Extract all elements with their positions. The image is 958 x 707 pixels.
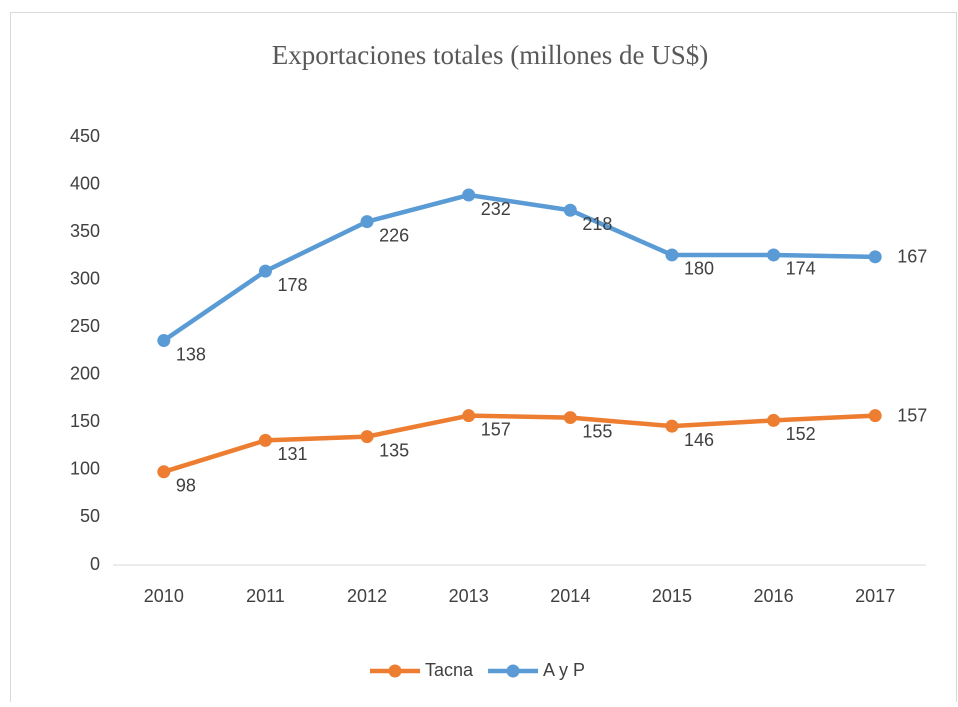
y-tick-label: 400: [70, 173, 100, 193]
data-label: 167: [897, 247, 927, 267]
data-label: 218: [582, 214, 612, 234]
x-tick-label: 2015: [652, 586, 692, 606]
legend-label: Tacna: [425, 660, 474, 680]
data-label: 146: [684, 430, 714, 450]
y-tick-label: 300: [70, 268, 100, 288]
chart-title: Exportaciones totales (millones de US$): [272, 40, 708, 70]
data-label: 98: [176, 476, 196, 496]
data-label: 180: [684, 259, 714, 279]
data-label: 152: [786, 424, 816, 444]
legend-marker: [506, 664, 520, 678]
data-label: 178: [277, 275, 307, 295]
point: [360, 430, 374, 444]
y-tick-label: 200: [70, 364, 100, 384]
x-tick-label: 2012: [347, 586, 387, 606]
y-tick-label: 250: [70, 316, 100, 336]
y-tick-label: 450: [70, 126, 100, 146]
point: [767, 248, 781, 262]
point: [868, 409, 882, 423]
y-tick-label: 150: [70, 411, 100, 431]
series-line: [162, 192, 876, 343]
data-label: 226: [379, 225, 409, 245]
point: [665, 248, 679, 262]
data-label: 138: [176, 344, 206, 364]
legend-marker: [388, 664, 402, 678]
data-label: 157: [481, 419, 511, 439]
y-tick-label: 100: [70, 459, 100, 479]
data-label: 155: [582, 421, 612, 441]
y-tick-label: 0: [90, 554, 100, 574]
point: [157, 334, 171, 348]
x-tick-label: 2010: [144, 586, 184, 606]
point: [563, 411, 577, 425]
data-label: 232: [481, 199, 511, 219]
point: [767, 413, 781, 427]
chart-frame: [10, 12, 957, 707]
point: [360, 215, 374, 229]
data-label: 174: [786, 259, 816, 279]
point: [868, 250, 882, 264]
x-tick-label: 2014: [550, 586, 590, 606]
legend-label: A y P: [543, 660, 585, 680]
point: [258, 433, 272, 447]
x-tick-label: 2013: [449, 586, 489, 606]
point: [462, 188, 476, 202]
data-label: 131: [277, 444, 307, 464]
y-tick-label: 50: [80, 506, 100, 526]
point: [258, 264, 272, 278]
series-line: [163, 413, 876, 474]
y-tick-label: 350: [70, 221, 100, 241]
point: [462, 409, 476, 423]
point: [665, 419, 679, 433]
point: [157, 465, 171, 479]
x-tick-label: 2017: [855, 586, 895, 606]
x-tick-label: 2016: [754, 586, 794, 606]
data-label: 135: [379, 440, 409, 460]
data-label: 157: [897, 405, 927, 425]
point: [563, 203, 577, 217]
x-tick-label: 2011: [246, 586, 285, 606]
